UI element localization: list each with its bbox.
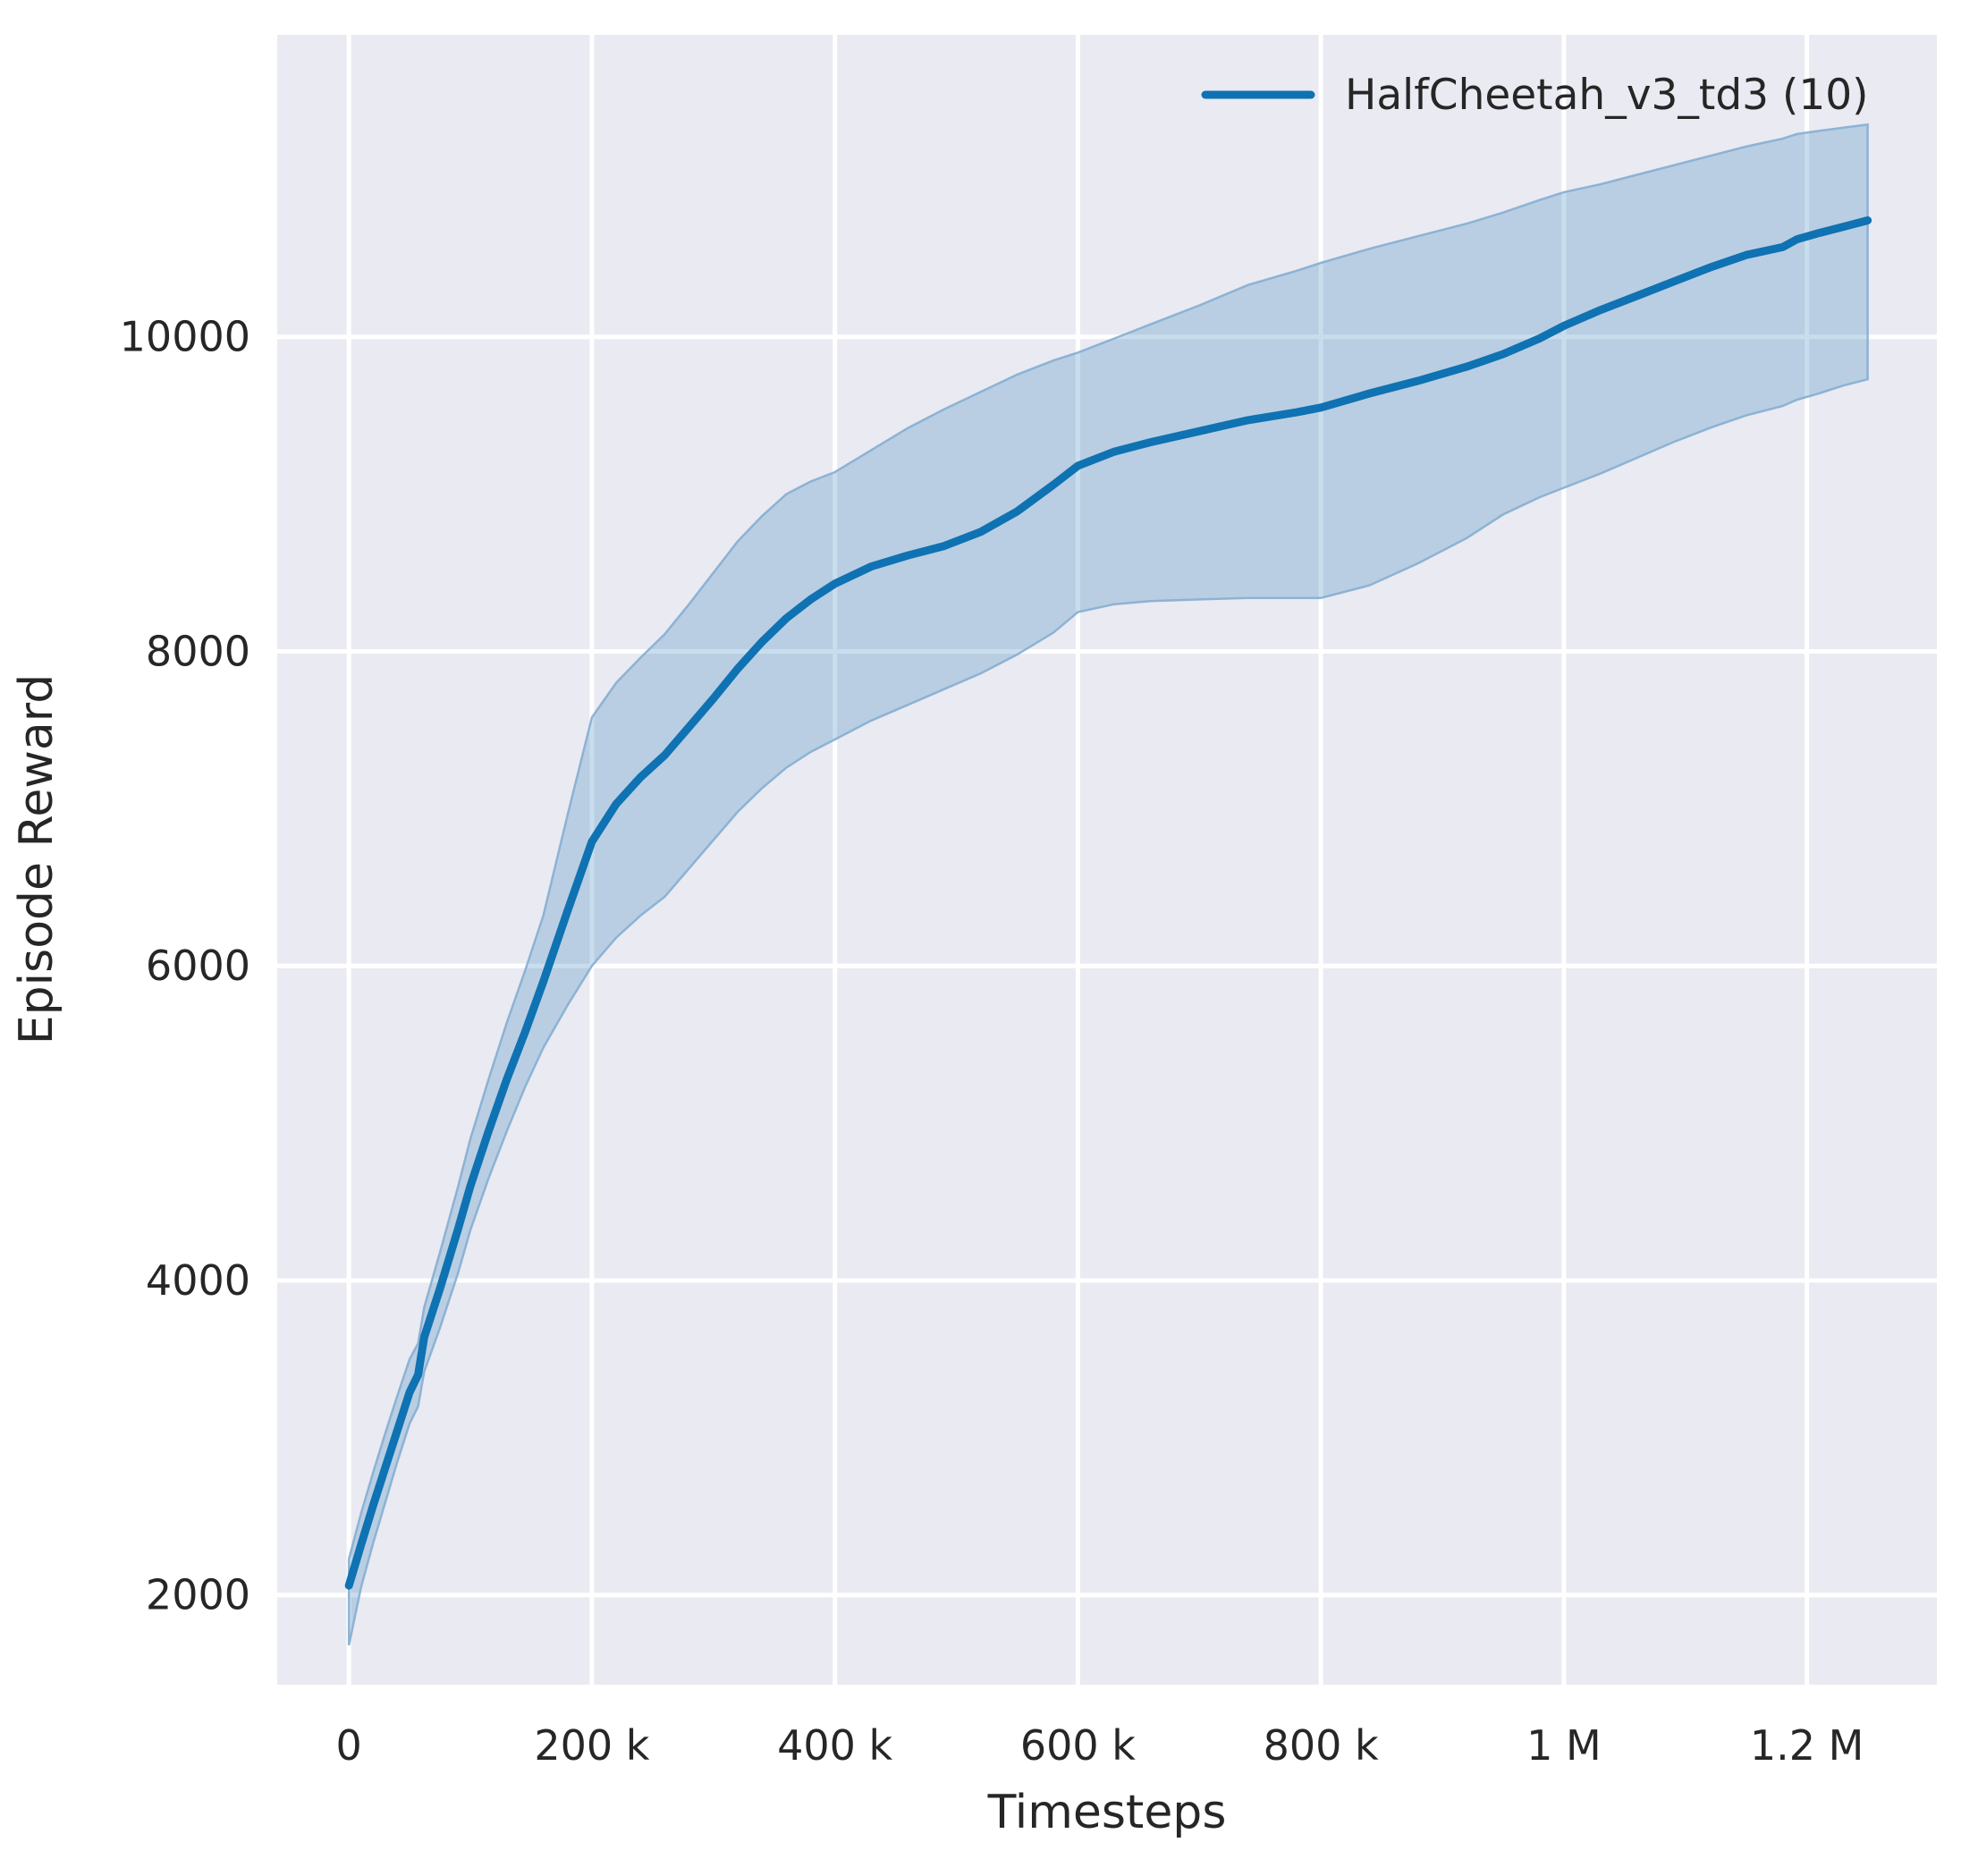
- grid: [277, 35, 1937, 1685]
- legend-label: HalfCheetah_v3_td3 (10): [1345, 71, 1869, 120]
- x-tick-label: 400 k: [777, 1721, 892, 1770]
- plot-area: [277, 35, 1937, 1685]
- x-axis-label: Timesteps: [987, 1786, 1227, 1839]
- y-tick-label: 10000: [120, 313, 250, 361]
- x-tick-label: 800 k: [1264, 1721, 1379, 1770]
- y-tick-label: 6000: [146, 942, 250, 990]
- mean-line: [344, 216, 1872, 1590]
- x-tick-label: 600 k: [1020, 1721, 1136, 1770]
- x-tick-label: 1 M: [1526, 1721, 1602, 1770]
- series-group: [344, 123, 1872, 1646]
- x-tick-label: 1.2 M: [1750, 1721, 1864, 1770]
- legend: HalfCheetah_v3_td3 (10): [1201, 71, 1869, 120]
- x-tick-label: 0: [336, 1721, 362, 1770]
- x-axis-ticks: 0 200 k 400 k 600 k 800 k 1 M 1.2 M: [336, 1721, 1864, 1770]
- x-tick-label: 200 k: [534, 1721, 649, 1770]
- y-axis-ticks: 2000 4000 6000 8000 10000: [120, 313, 250, 1619]
- y-axis-label: Episode Reward: [10, 674, 63, 1044]
- y-tick-label: 2000: [146, 1571, 250, 1619]
- y-tick-label: 4000: [146, 1256, 250, 1305]
- confidence-band: [347, 123, 1869, 1646]
- y-tick-label: 8000: [146, 627, 250, 675]
